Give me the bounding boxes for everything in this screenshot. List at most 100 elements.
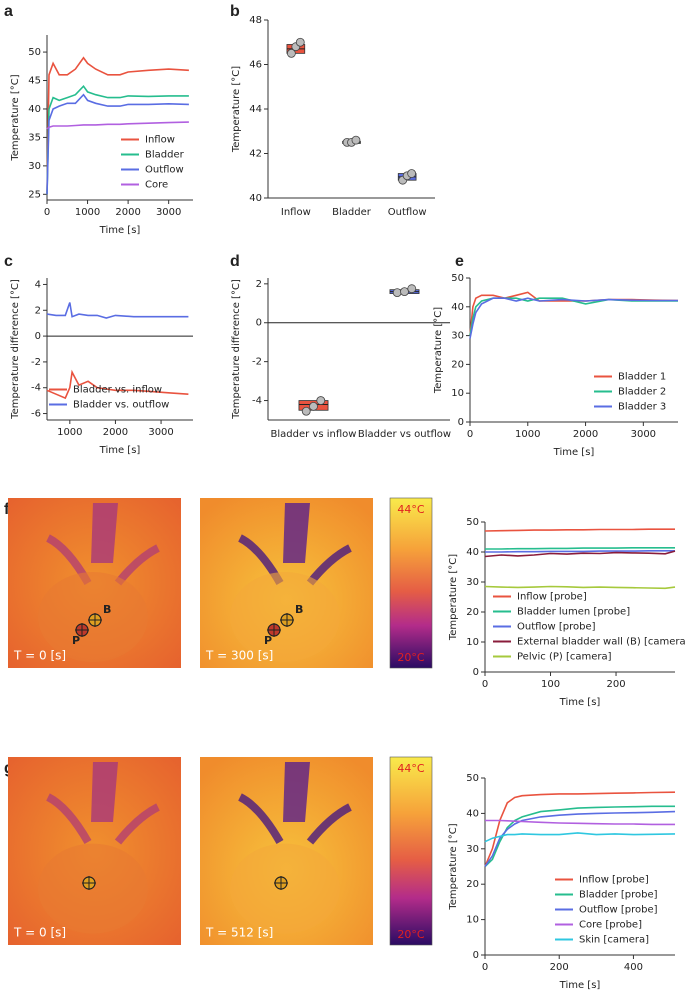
series-line	[46, 302, 189, 319]
image-label: T = 300 [s]	[205, 649, 273, 663]
series-line	[469, 297, 678, 336]
legend-label: Core [probe]	[579, 920, 642, 931]
y-axis-label: Temperature difference [°C]	[10, 279, 21, 420]
series-line	[46, 369, 189, 400]
data-point	[392, 288, 402, 297]
y-tick-label: 20	[451, 359, 464, 370]
series-line	[46, 56, 189, 195]
y-tick-label: 40	[249, 193, 262, 204]
legend-label: Inflow	[145, 135, 175, 146]
image-label: T = 512 [s]	[205, 926, 273, 940]
y-tick-label: 10	[451, 388, 464, 399]
image-label: T = 0 [s]	[13, 926, 66, 940]
x-tick-label: 3000	[148, 427, 173, 438]
legend-label: Bladder	[145, 150, 185, 161]
series-line	[484, 528, 675, 532]
thermal-feature	[91, 503, 118, 563]
x-tick-label: 100	[541, 679, 560, 690]
y-tick-label: 2	[256, 279, 262, 290]
x-tick-label: 3000	[156, 207, 181, 218]
x-axis-label: Time [s]	[559, 697, 601, 708]
x-tick-label: 0	[467, 429, 473, 440]
colorbar	[389, 756, 433, 946]
y-tick-label: -4	[252, 396, 262, 407]
x-tick-label: 200	[606, 679, 625, 690]
series-line	[485, 819, 675, 826]
colorbar-min: 20°C	[397, 928, 424, 941]
y-axis-label: Temperature [°C]	[448, 554, 459, 641]
legend-label: Outflow	[145, 165, 184, 176]
legend-label: Inflow [probe]	[517, 592, 587, 603]
y-tick-label: 30	[451, 331, 464, 342]
data-point	[407, 284, 417, 294]
y-axis-label: Temperature [°C]	[433, 307, 444, 394]
series-line	[46, 93, 189, 195]
series-line	[484, 791, 676, 867]
crosshair-lines	[274, 876, 288, 890]
legend-label: Skin [camera]	[579, 935, 649, 946]
x-tick-label: 2000	[573, 429, 598, 440]
marker-label: P	[264, 634, 272, 647]
colorbar	[389, 497, 433, 669]
x-tick-label: Bladder	[332, 207, 372, 218]
x-tick-label: 1000	[75, 207, 100, 218]
legend-label: Bladder 2	[618, 387, 666, 398]
data-point	[351, 135, 361, 145]
legend-label: Bladder [probe]	[579, 890, 658, 901]
x-tick-label: 400	[624, 962, 643, 973]
y-tick-label: 50	[466, 517, 479, 528]
x-tick-label: 200	[550, 962, 569, 973]
y-tick-label: 44	[249, 104, 262, 115]
panel-label: b	[230, 3, 240, 20]
legend-label: Outflow [probe]	[579, 905, 658, 916]
thermal-feature	[238, 793, 352, 845]
crosshair-lines	[280, 613, 294, 627]
y-tick-label: 30	[466, 844, 479, 855]
x-tick-label: Bladder vs outflow	[358, 429, 451, 440]
colorbar-max: 44°C	[397, 503, 424, 516]
y-tick-label: 10	[466, 637, 479, 648]
y-tick-label: -6	[31, 409, 41, 420]
crosshair-lines	[75, 623, 89, 637]
x-tick-label: 2000	[115, 207, 140, 218]
data-point	[407, 169, 417, 178]
x-tick-label: Inflow	[281, 207, 311, 218]
thermal-feature	[91, 762, 118, 822]
panel-label: f	[4, 501, 10, 518]
legend-label: Outflow [probe]	[517, 622, 596, 633]
y-axis-label: Temperature [°C]	[10, 74, 21, 161]
y-tick-label: 0	[473, 667, 479, 678]
thermal-feature	[38, 843, 148, 934]
x-tick-label: 0	[482, 962, 488, 973]
data-point	[286, 48, 296, 58]
marker-label: B	[295, 603, 303, 616]
panel-label: c	[4, 253, 13, 270]
series-line	[469, 297, 678, 339]
x-axis-label: Time [s]	[553, 447, 595, 458]
legend-label: Bladder vs. inflow	[73, 385, 162, 396]
legend-label: Bladder 3	[618, 402, 666, 413]
legend-label: Bladder 1	[618, 372, 666, 383]
y-tick-label: 25	[28, 189, 41, 200]
x-tick-label: 1000	[515, 429, 540, 440]
data-point	[295, 37, 305, 47]
thermal-feature	[46, 793, 160, 845]
y-tick-label: 40	[28, 104, 41, 115]
data-point	[301, 406, 311, 416]
y-tick-label: 40	[451, 302, 464, 313]
y-tick-label: -2	[252, 357, 262, 368]
data-point	[316, 396, 326, 405]
x-tick-label: 1000	[57, 427, 82, 438]
y-tick-label: 35	[28, 132, 41, 143]
y-tick-label: 50	[28, 47, 41, 58]
y-tick-label: -4	[31, 383, 41, 394]
y-tick-label: 4	[35, 279, 41, 290]
thermal-feature	[283, 503, 310, 563]
y-tick-label: 20	[466, 879, 479, 890]
y-tick-label: 46	[249, 60, 262, 71]
series-line	[485, 547, 675, 550]
panel-label: e	[455, 253, 464, 270]
thermal-feature	[283, 762, 310, 822]
y-tick-label: 48	[249, 15, 262, 26]
crosshair-lines	[82, 876, 96, 890]
